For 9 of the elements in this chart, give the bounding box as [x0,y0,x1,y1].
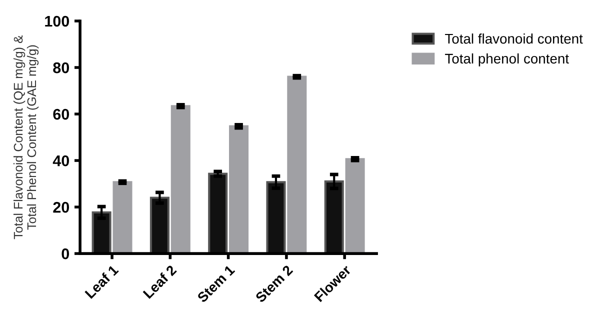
legend-label: Total phenol content [445,53,569,66]
y-tick-label: 80 [53,62,70,74]
y-tick-label: 20 [53,202,70,213]
legend-label: Total flavonoid content [445,33,583,44]
y-tick-label: 40 [52,155,70,166]
y-tick-label: 100 [45,16,70,27]
y-tick-label: 60 [53,108,70,120]
y-tick-label: 0 [62,248,70,260]
y-axis-title: Total Flavonoid Content (QE mg/g) & Total Phenol Content (GAE mg/g) [13,35,39,240]
